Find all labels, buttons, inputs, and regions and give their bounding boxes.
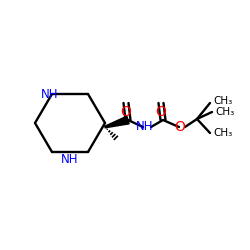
Text: CH₃: CH₃ [213, 96, 232, 106]
Text: NH: NH [61, 153, 79, 166]
Text: CH₃: CH₃ [213, 128, 232, 138]
Text: CH₃: CH₃ [215, 107, 234, 117]
Text: NH: NH [41, 88, 59, 101]
Text: O: O [120, 105, 132, 119]
Text: NH: NH [136, 120, 154, 134]
Polygon shape [105, 116, 129, 128]
Text: O: O [156, 105, 166, 119]
Text: O: O [174, 120, 186, 134]
